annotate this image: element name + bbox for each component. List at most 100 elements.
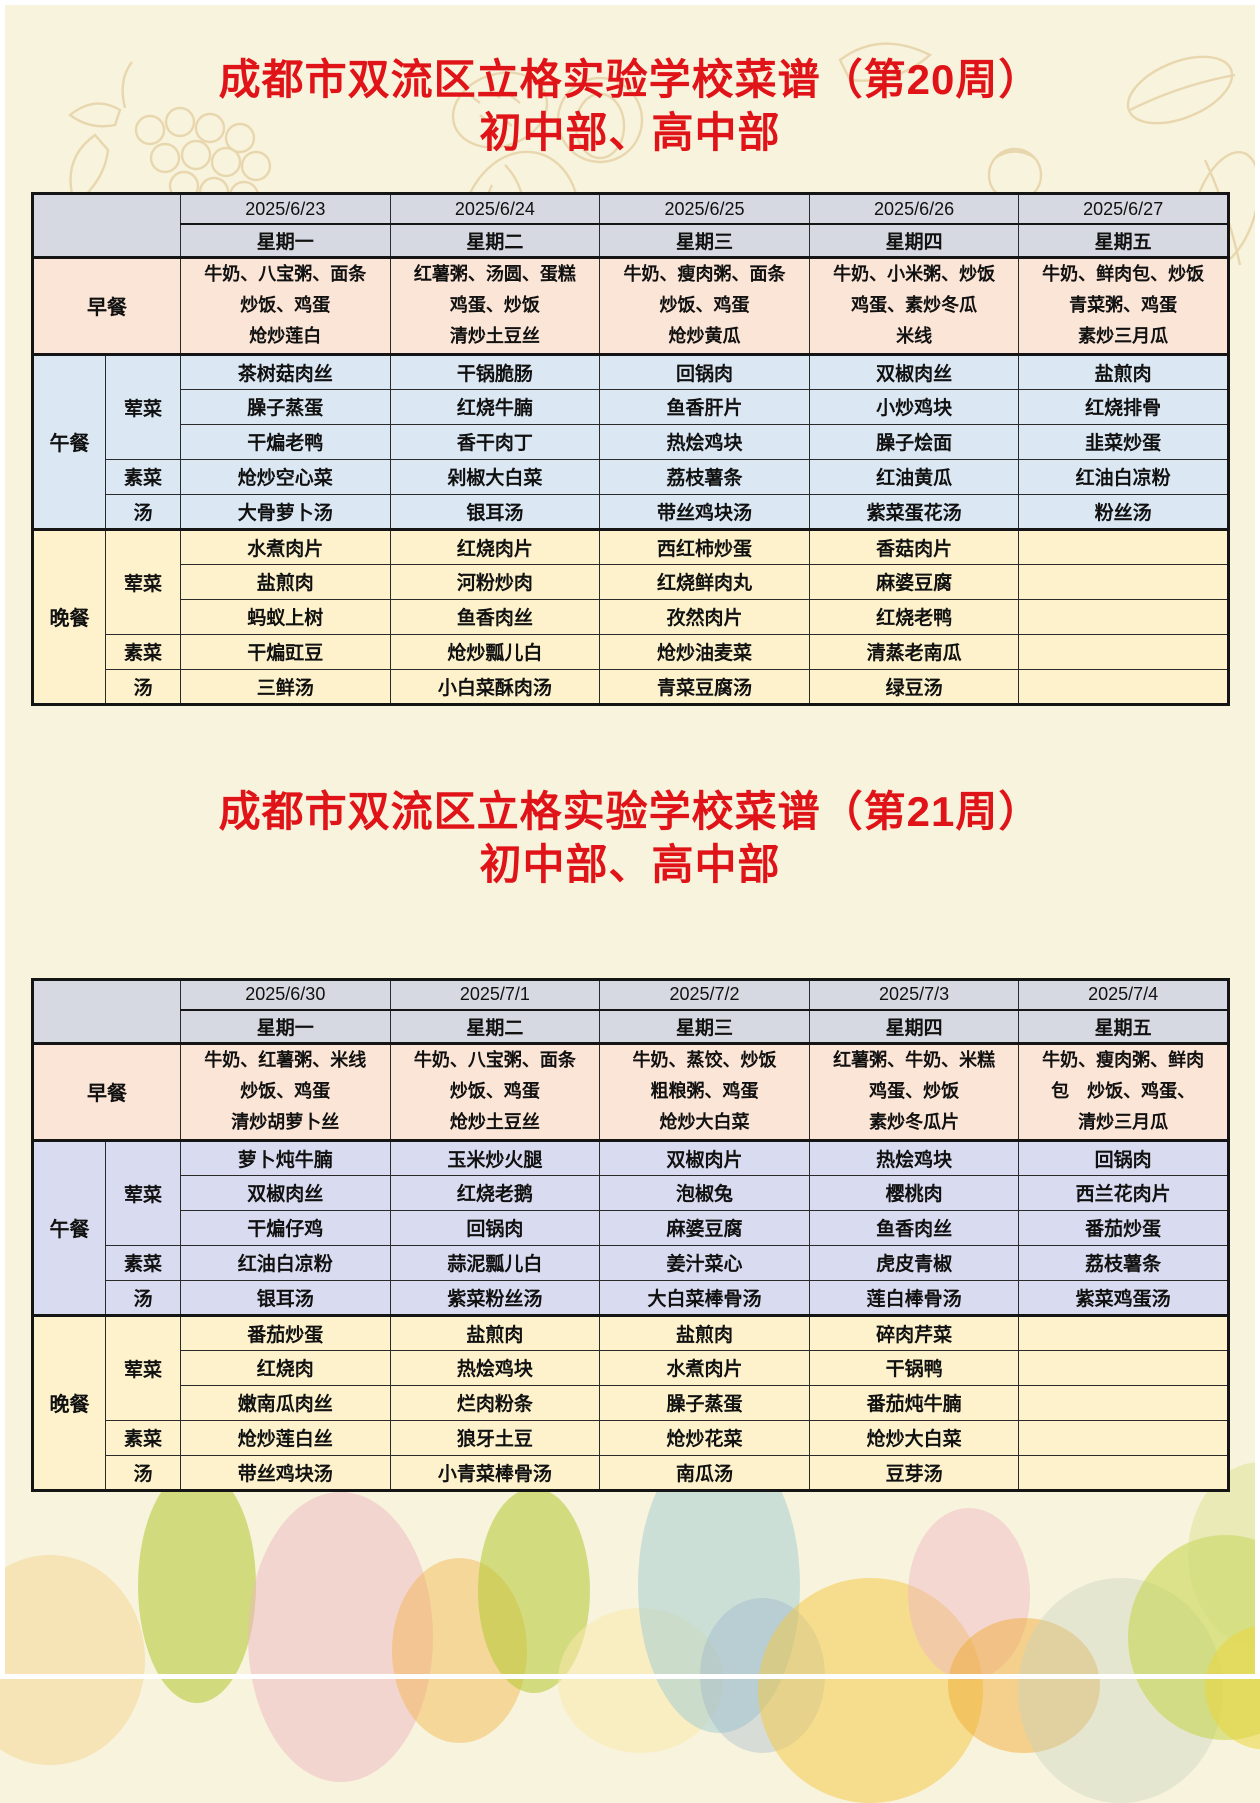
dish-cell: 回锅肉 [599,352,810,390]
breakfast-cell: 红薯粥、汤圆、蛋糕 鸡蛋、炒饭 清炒土豆丝 [389,255,601,355]
bubble [948,1618,1100,1753]
dish-cell: 蚂蚁上树 [180,598,391,635]
dish-cell [1018,1349,1229,1386]
weekday-cell: 星期一 [180,223,391,258]
weekday-row: 星期一 星期二 星期三 星期四 星期五 [33,223,1229,258]
dish-cell: 三鲜汤 [180,668,391,705]
breakfast-line: 炒饭、鸡蛋 [240,1081,331,1102]
dish-cell: 荔枝薯条 [1018,1244,1229,1281]
breakfast-row: 早餐 牛奶、八宝粥、面条 炒饭、鸡蛋 炝炒莲白 红薯粥、汤圆、蛋糕 鸡蛋、炒饭 清炒土豆丝牛… [32,255,1229,355]
meal-label-breakfast: 早餐 [32,1041,181,1141]
dish-cell: 樱桃肉 [808,1174,1020,1211]
dish-cell: 红烧肉 [180,1349,391,1386]
dish-cell: 红油白凉粉 [180,1244,391,1281]
week20-section: 成都市双流区立格实验学校菜谱（第20周） 初中部、高中部 2025/6/23 202… [0,0,1260,706]
dinner-row: 素菜 干煸豇豆 炝炒瓢儿白 炝炒油麦菜 清蒸老南瓜 [33,633,1229,670]
breakfast-cell: 牛奶、瘦肉粥、面条 炒饭、鸡蛋 炝炒黄瓜 [599,255,810,355]
dish-cell [1018,1313,1229,1351]
course-label: 汤 [105,1454,181,1491]
dish-cell: 孜然肉片 [599,598,810,635]
week20-title-line1: 成都市双流区立格实验学校菜谱（第20周） [218,56,1042,103]
dish-cell [1018,1384,1229,1421]
dish-cell [1018,563,1229,600]
dinner-row: 晚餐 荤菜 番茄炒蛋 盐煎肉 盐煎肉 碎肉芹菜 [32,1313,1229,1491]
lunch-row: 午餐 荤菜 茶树菇肉丝 干锅脆肠 回锅肉 双椒肉丝 盐煎肉 [32,352,1229,530]
breakfast-line: 牛奶、八宝粥、面条 [413,1050,576,1071]
lunch-row: 干煸老鸭 香干肉丁 热烩鸡块 臊子烩面 韭菜炒蛋 [33,423,1229,460]
course-label: 荤菜 [105,1138,181,1246]
dish-cell: 河粉炒肉 [389,563,601,600]
dish-cell: 番茄炒蛋 [1018,1209,1229,1246]
dish-cell: 紫菜蛋花汤 [808,493,1020,530]
dish-cell: 双椒肉丝 [180,1174,391,1211]
dish-cell: 西红柿炒蛋 [599,527,810,565]
dish-cell: 盐煎肉 [389,1313,601,1351]
dish-cell [1018,598,1229,635]
breakfast-cell: 牛奶、鲜肉包、炒饭 青菜粥、鸡蛋 素炒三月瓜 [1018,255,1229,355]
bubble [758,1578,983,1803]
breakfast-line: 素炒三月瓜 [1078,326,1169,347]
date-row: 2025/6/30 2025/7/1 2025/7/2 2025/7/3 2025/7/… [32,978,1229,1044]
breakfast-cell: 牛奶、八宝粥、面条 炒饭、鸡蛋 炝炒莲白 [180,255,391,355]
dish-cell [1018,668,1229,705]
breakfast-line: 牛奶、小米粥、炒饭 [833,264,996,285]
weekday-cell: 星期二 [389,223,601,258]
dish-cell: 热烩鸡块 [599,423,810,460]
dish-cell: 小白菜酥肉汤 [389,668,601,705]
dish-cell: 红烧排骨 [1018,388,1229,425]
week20-title-line2: 初中部、高中部 [479,108,781,156]
dish-cell: 玉米炒火腿 [389,1138,601,1176]
date-cell: 2025/6/25 [599,192,810,225]
dish-cell: 干煸老鸭 [180,423,391,460]
dinner-row: 素菜 炝炒莲白丝 狼牙土豆 炝炒花菜 炝炒大白菜 [33,1419,1229,1456]
breakfast-line: 清炒三月瓜 [1078,1112,1169,1133]
bubble [392,1558,527,1743]
dish-cell: 狼牙土豆 [389,1419,601,1456]
dish-cell: 回锅肉 [389,1209,601,1246]
dish-cell: 热烩鸡块 [808,1138,1020,1176]
dish-cell: 炝炒瓢儿白 [389,633,601,670]
breakfast-line: 清炒胡萝卜丝 [231,1112,340,1133]
bubble [1205,1625,1260,1750]
date-cell: 2025/6/23 [180,192,391,225]
breakfast-line: 清炒土豆丝 [449,326,540,347]
dish-cell: 热烩鸡块 [389,1349,601,1386]
weekday-cell: 星期三 [599,223,810,258]
dish-cell: 剁椒大白菜 [389,458,601,495]
breakfast-line: 炒饭、鸡蛋 [240,295,331,316]
meal-label-lunch: 午餐 [32,1138,106,1316]
bubble [908,1508,1030,1680]
breakfast-line: 炒饭、鸡蛋 [449,1081,540,1102]
dish-cell: 大骨萝卜汤 [180,493,391,530]
breakfast-line: 牛奶、八宝粥、面条 [204,264,367,285]
breakfast-row: 早餐 牛奶、红薯粥、米线 炒饭、鸡蛋 清炒胡萝卜丝 牛奶、八宝粥、面条 炒饭、鸡蛋 炝炒土豆… [32,1041,1229,1141]
dish-cell: 炝炒花菜 [599,1419,810,1456]
course-label: 素菜 [105,633,181,670]
dish-cell: 烂肉粉条 [389,1384,601,1421]
dish-cell: 豆芽汤 [808,1454,1020,1491]
dish-cell: 番茄炒蛋 [180,1313,391,1351]
weekday-cell: 星期三 [599,1009,810,1044]
dinner-row: 汤带丝鸡块汤 小青菜棒骨汤 南瓜汤 豆芽汤 [33,1454,1229,1491]
course-label: 素菜 [105,458,181,495]
course-label: 素菜 [105,1244,181,1281]
breakfast-cell: 牛奶、瘦肉粥、鲜肉包 炒饭、鸡蛋、 清炒三月瓜 [1018,1041,1229,1141]
dish-cell: 盐煎肉 [180,563,391,600]
dish-cell: 清蒸老南瓜 [808,633,1020,670]
dish-cell: 带丝鸡块汤 [180,1454,391,1491]
dish-cell: 大白菜棒骨汤 [599,1279,810,1316]
date-cell: 2025/7/1 [389,978,601,1011]
breakfast-line: 米线 [896,326,933,347]
dish-cell: 鱼香肉丝 [808,1209,1020,1246]
dish-cell: 双椒肉丝 [808,352,1020,390]
dish-cell: 鱼香肝片 [599,388,810,425]
dish-cell [1018,527,1229,565]
dish-cell: 带丝鸡块汤 [599,493,810,530]
dish-cell: 炝炒油麦菜 [599,633,810,670]
dish-cell: 银耳汤 [180,1279,391,1316]
dish-cell: 紫菜粉丝汤 [389,1279,601,1316]
bubble [1018,1578,1223,1803]
meal-label-dinner: 晚餐 [32,527,106,705]
dish-cell: 茶树菇肉丝 [180,352,391,390]
breakfast-line: 炝炒黄瓜 [668,326,741,347]
